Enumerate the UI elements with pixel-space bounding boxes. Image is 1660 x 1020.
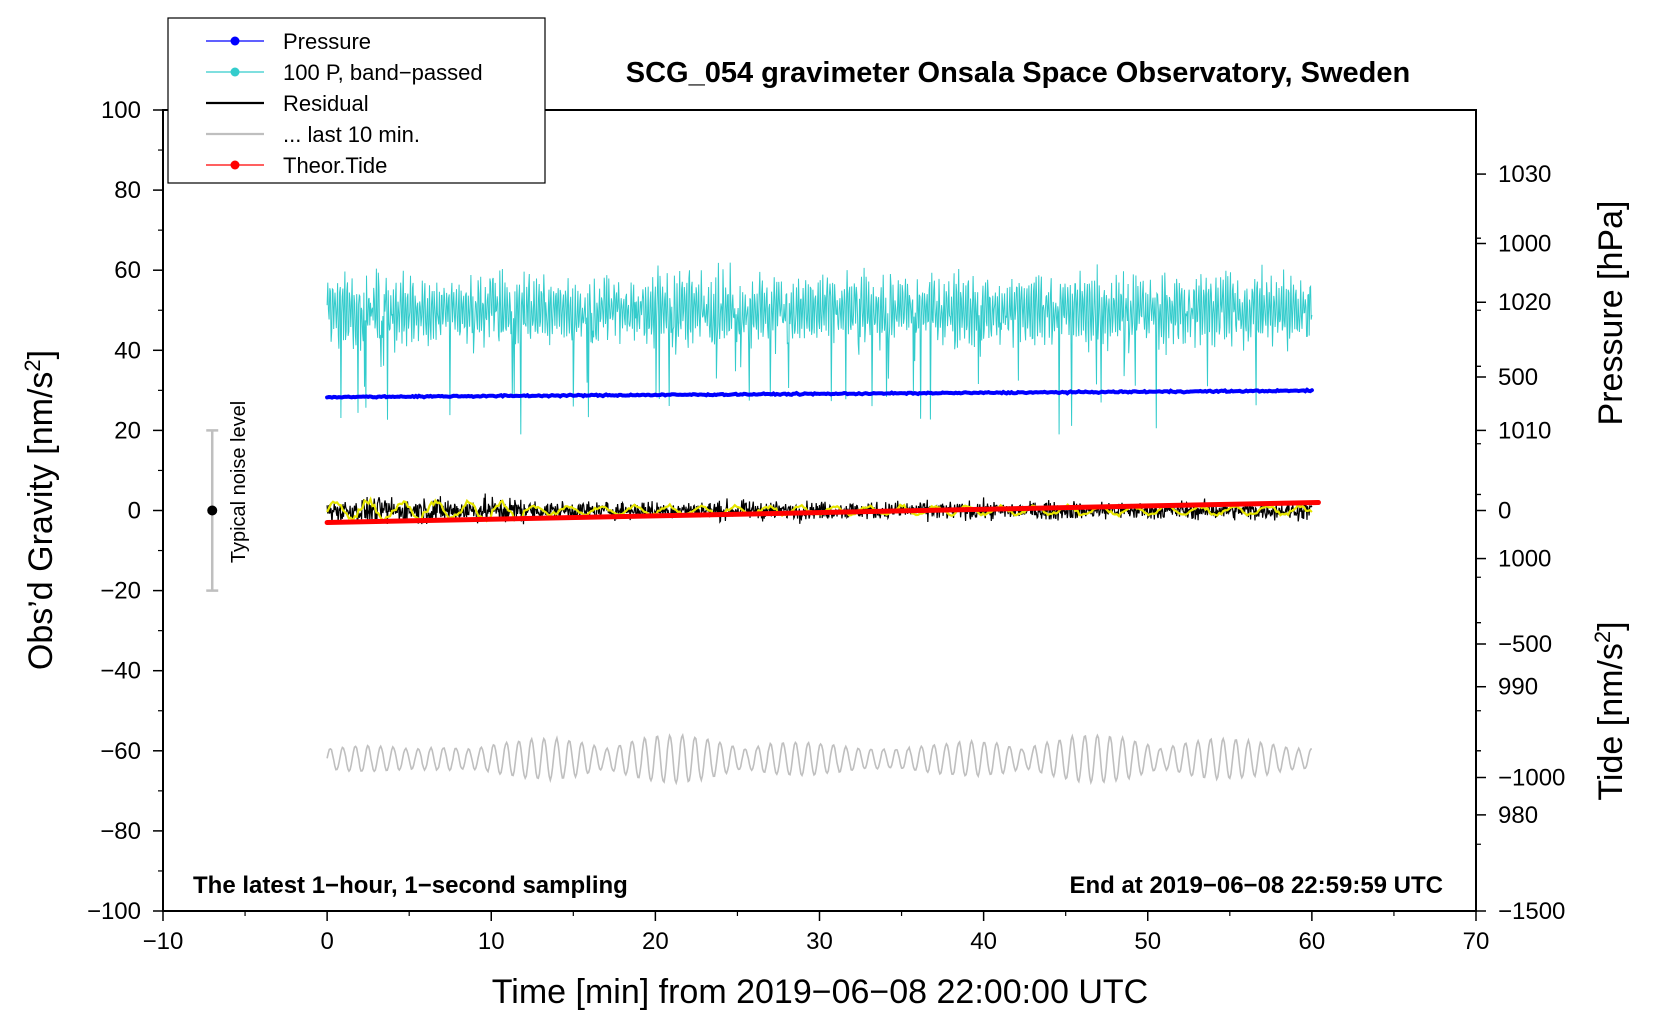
tide-tick-label: 0 xyxy=(1498,498,1511,525)
left-y-axis-label-sup: 2 xyxy=(20,359,45,371)
x-tick-label: −10 xyxy=(143,928,184,955)
y-tick-label: 20 xyxy=(114,417,141,444)
y-tick-label: −60 xyxy=(100,738,141,765)
legend-swatch-marker xyxy=(230,67,240,77)
left-y-axis-label-close: ] xyxy=(22,350,60,359)
legend-label: Pressure xyxy=(283,29,371,54)
x-axis-label: Time [min] from 2019−06−08 22:00:00 UTC xyxy=(492,973,1148,1011)
tide-tick-label: −1000 xyxy=(1498,765,1565,792)
legend: Pressure 100 P, band−passed Residual ... la… xyxy=(167,17,546,184)
x-tick-label: 20 xyxy=(642,928,669,955)
series-layer xyxy=(324,262,1321,786)
annotation-end-time: End at 2019−06−08 22:59:59 UTC xyxy=(1069,872,1443,899)
tide-axis-label: Tide [nm/s2] xyxy=(1590,621,1631,800)
noise-level-label: Typical noise level xyxy=(228,401,250,563)
y-tick-label: 60 xyxy=(114,257,141,284)
tide-tick-label: 500 xyxy=(1498,364,1538,391)
tide-tick-label: −1500 xyxy=(1498,898,1565,925)
legend-label: 100 P, band−passed xyxy=(283,60,483,85)
legend-swatch-marker xyxy=(230,160,240,170)
left-y-axis-label: Obs’d Gravity [nm/s2] xyxy=(20,350,61,670)
y-tick-label: −20 xyxy=(100,578,141,605)
x-tick-label: 50 xyxy=(1134,928,1161,955)
pressure-tick-label: 1020 xyxy=(1498,289,1551,316)
legend-label: Theor.Tide xyxy=(283,153,387,178)
series-pressure xyxy=(325,387,1314,400)
legend-items: Pressure 100 P, band−passed Residual ... la… xyxy=(206,29,483,178)
pressure-tick-label: 1030 xyxy=(1498,161,1551,188)
left-y-axis-label-main: Obs’d Gravity [nm/s xyxy=(22,372,60,671)
x-tick-label: 0 xyxy=(320,928,333,955)
x-tick-label: 30 xyxy=(806,928,833,955)
legend-label: ... last 10 min. xyxy=(283,122,420,147)
y-tick-label: 80 xyxy=(114,177,141,204)
pressure-tick-label: 980 xyxy=(1498,802,1538,829)
pressure-tick-label: 1010 xyxy=(1498,417,1551,444)
tide-tick-label: 1000 xyxy=(1498,231,1551,258)
y-tick-label: −80 xyxy=(100,818,141,845)
pressure-tick-label: 1000 xyxy=(1498,546,1551,573)
x-axis-ticks: −10 0 10 20 30 40 50 60 70 xyxy=(143,911,1490,955)
noise-bar-center-dot xyxy=(207,505,218,516)
series-last-10-min xyxy=(326,732,1313,786)
tide-tick-label: −500 xyxy=(1498,631,1552,658)
x-tick-label: 70 xyxy=(1463,928,1490,955)
tide-axis-label-sup: 2 xyxy=(1590,631,1615,643)
legend-swatch-marker xyxy=(230,36,240,46)
tide-axis-ticks: 1000 500 0 −500 −1000 −1500 xyxy=(1476,231,1565,925)
y-tick-label: −40 xyxy=(100,658,141,685)
x-tick-label: 60 xyxy=(1299,928,1326,955)
series-theoretical-tide xyxy=(324,499,1321,526)
annotation-sampling: The latest 1−hour, 1−second sampling xyxy=(193,872,628,899)
chart-title: SCG_054 gravimeter Onsala Space Observat… xyxy=(626,57,1410,89)
series-band-passed-pressure xyxy=(326,262,1313,435)
left-y-axis-ticks: 100 80 60 40 20 0 −20 −40 −60 −80 −100 xyxy=(87,97,163,925)
pressure-axis-ticks: 1030 1020 1010 1000 990 980 xyxy=(1476,161,1551,829)
y-tick-label: 0 xyxy=(128,498,141,525)
legend-label: Residual xyxy=(283,91,369,116)
y-tick-label: −100 xyxy=(87,898,141,925)
noise-level-bar xyxy=(206,429,219,592)
pressure-axis-label: Pressure [hPa] xyxy=(1592,201,1630,426)
tide-axis-label-main: Tide [nm/s xyxy=(1592,643,1630,800)
x-tick-label: 10 xyxy=(478,928,505,955)
y-tick-label: 40 xyxy=(114,337,141,364)
legend-box xyxy=(167,17,546,184)
x-tick-label: 40 xyxy=(970,928,997,955)
tide-axis-label-close: ] xyxy=(1592,621,1630,630)
y-tick-label: 100 xyxy=(101,97,141,124)
pressure-tick-label: 990 xyxy=(1498,674,1538,701)
